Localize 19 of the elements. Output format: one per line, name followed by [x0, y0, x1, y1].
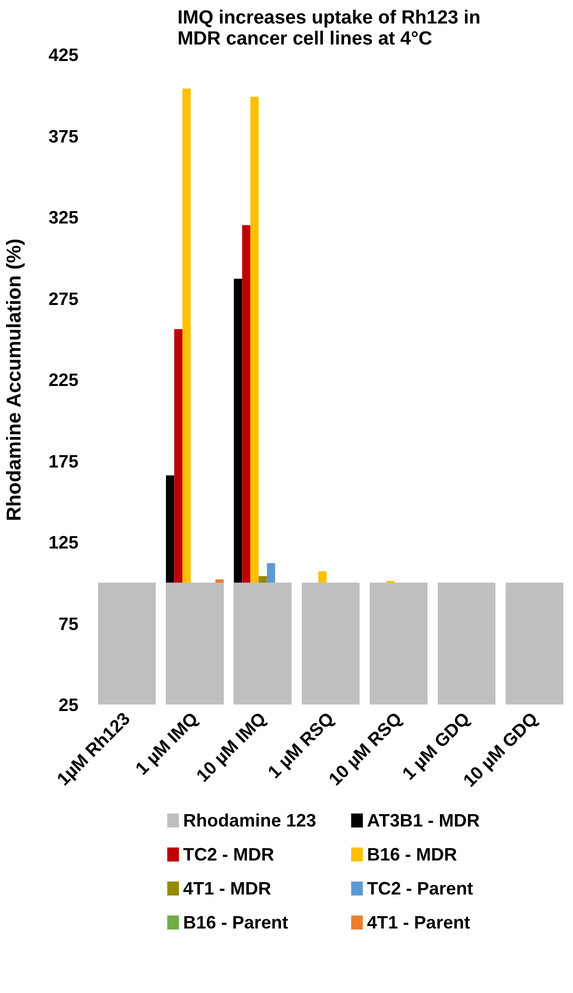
y-tick-label: 225 [48, 370, 79, 390]
legend-label: B16 - MDR [367, 844, 458, 864]
legend-label: TC2 - MDR [183, 844, 274, 864]
y-tick-label: 425 [48, 45, 79, 65]
y-tick-label: 275 [48, 288, 79, 309]
legend-label: B16 - Parent [183, 912, 288, 932]
y-tick-label: 125 [48, 532, 79, 552]
y-tick-label: 375 [48, 126, 79, 146]
legend-label: TC2 - Parent [367, 878, 474, 898]
y-tick-label: 25 [58, 695, 79, 715]
legend-label: 4T1 - MDR [183, 878, 272, 898]
legend-label: 4T1 - Parent [367, 912, 470, 932]
y-axis-title: Rhodamine Accumulation (%) [3, 238, 26, 522]
chart-title: IMQ increases uptake of Rh123 in MDR cancer cell lines at 4°C [177, 8, 481, 50]
legend-label: AT3B1 - MDR [367, 810, 480, 830]
y-tick-label: 325 [48, 208, 79, 228]
y-tick-label: 75 [58, 614, 79, 634]
legend-label: Rhodamine 123 [183, 810, 316, 830]
y-tick-label: 175 [48, 451, 79, 472]
